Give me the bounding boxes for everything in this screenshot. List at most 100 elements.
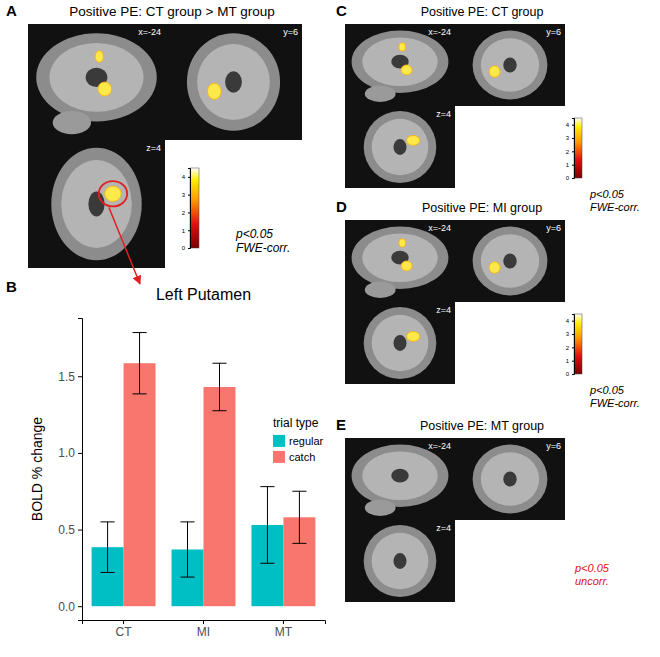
panel-title: Positive PE: MI group bbox=[422, 201, 542, 215]
colorbar-tick: 1 bbox=[182, 228, 190, 234]
white-matter bbox=[362, 233, 438, 282]
error-bar bbox=[212, 363, 226, 411]
view-label: z=4 bbox=[146, 143, 161, 153]
colorbar bbox=[574, 118, 582, 178]
error-bar bbox=[260, 487, 274, 564]
colorbar-tick: 3 bbox=[182, 192, 190, 198]
colorbar-tick-label: 1 bbox=[566, 162, 570, 168]
view-label: z=4 bbox=[436, 305, 451, 315]
activation-blob bbox=[407, 332, 420, 342]
brain-view: z=4 bbox=[28, 140, 165, 268]
threshold-text: p<0.05 bbox=[235, 227, 273, 241]
colorbar-tick-mark bbox=[572, 361, 574, 362]
brain-view: y=6 bbox=[455, 220, 565, 302]
series bbox=[92, 487, 284, 607]
bar bbox=[204, 387, 236, 606]
colorbar-tick-label: 3 bbox=[566, 331, 570, 337]
x-tick-mark bbox=[123, 620, 124, 624]
legend-swatch bbox=[273, 451, 285, 463]
panel-label: E bbox=[336, 416, 346, 433]
bar bbox=[124, 363, 156, 606]
ventricle bbox=[393, 335, 406, 351]
colorbar-tick: 4 bbox=[182, 174, 190, 180]
legend: trial typeregularcatch bbox=[273, 416, 324, 463]
pointer-arrow bbox=[109, 207, 140, 284]
colorbar-tick-mark bbox=[572, 151, 574, 152]
colorbar-tick-label: 4 bbox=[566, 122, 570, 128]
colorbar-tick-label: 4 bbox=[182, 174, 186, 180]
colorbar-tick-mark bbox=[188, 230, 190, 231]
colorbar-tick-mark bbox=[188, 177, 190, 178]
threshold-text: p<0.05 bbox=[589, 188, 625, 200]
white-matter bbox=[61, 160, 132, 248]
white-matter bbox=[481, 38, 539, 92]
activation-blob bbox=[98, 82, 112, 96]
view-label: y=6 bbox=[546, 223, 561, 233]
y-tick-label: 0.5 bbox=[58, 523, 75, 537]
image-background bbox=[455, 438, 565, 520]
error-bar-cap bbox=[292, 491, 306, 492]
brain-panel: CPositive PE: CT groupx=-24y=6z=401234p<… bbox=[336, 2, 640, 213]
error-bar-stem bbox=[139, 333, 140, 394]
image-background bbox=[345, 24, 455, 106]
colorbar-tick: 1 bbox=[566, 162, 574, 168]
x-tick-label: MI bbox=[197, 625, 210, 639]
x-tick: MT bbox=[275, 620, 293, 639]
image-background bbox=[455, 220, 565, 302]
significance-label: p<0.05FWE-corr. bbox=[589, 188, 640, 213]
chart-title: Left Putamen bbox=[156, 286, 251, 303]
error-bar-cap bbox=[101, 521, 115, 522]
brain-outline bbox=[364, 111, 437, 183]
view-label: z=4 bbox=[436, 523, 451, 533]
y-axis: 0.0 0.5 1.0 1.5 bbox=[58, 319, 82, 621]
colorbar-tick: 4 bbox=[566, 122, 574, 128]
error-bar-cap bbox=[260, 486, 274, 487]
y-axis-title: BOLD % change bbox=[29, 417, 45, 521]
colorbar-axis-line bbox=[188, 169, 191, 249]
plot-area bbox=[92, 333, 316, 607]
white-matter bbox=[362, 37, 438, 86]
brain-outline bbox=[473, 31, 548, 100]
colorbar-tick-label: 0 bbox=[566, 175, 570, 181]
colorbar-tick: 0 bbox=[566, 371, 574, 377]
colorbar-tick-label: 1 bbox=[182, 228, 186, 234]
y-tick: 1.0 bbox=[58, 446, 82, 460]
activation-blob bbox=[399, 239, 406, 247]
view-label: y=6 bbox=[546, 441, 561, 451]
colorbar-tick: 3 bbox=[566, 331, 574, 337]
colorbar bbox=[574, 314, 582, 374]
x-tick: MI bbox=[197, 620, 210, 639]
panel-title: Positive PE: CT group bbox=[421, 5, 544, 19]
x-tick-mark bbox=[203, 620, 204, 624]
correction-text: FWE-corr. bbox=[590, 397, 640, 409]
colorbar-tick: 2 bbox=[182, 210, 190, 216]
colorbar-tick: 1 bbox=[566, 358, 574, 364]
error-bar bbox=[133, 333, 147, 394]
colorbar-tick-mark bbox=[572, 138, 574, 139]
colorbar-tick-mark bbox=[572, 374, 574, 375]
white-matter bbox=[49, 43, 143, 112]
y-tick: 1.5 bbox=[58, 370, 82, 384]
error-bar-cap bbox=[212, 363, 226, 364]
brain-view: z=4 bbox=[345, 302, 455, 384]
y-tick: 0.0 bbox=[58, 600, 82, 614]
view-label: x=-24 bbox=[428, 223, 451, 233]
panel-title: Positive PE: CT group > MT group bbox=[69, 4, 274, 19]
colorbar-tick-mark bbox=[572, 178, 574, 179]
x-axis-line bbox=[83, 621, 326, 625]
legend-label: catch bbox=[289, 451, 315, 463]
y-tick-mark bbox=[78, 376, 82, 377]
brain-outline bbox=[473, 227, 548, 296]
panel-label: D bbox=[336, 198, 347, 215]
colorbar-tick-label: 3 bbox=[182, 192, 186, 198]
activation-blob bbox=[489, 66, 500, 77]
ventricle bbox=[503, 57, 516, 72]
correction-text: uncorr. bbox=[575, 575, 609, 587]
legend-title: trial type bbox=[273, 416, 319, 430]
ventricle bbox=[391, 469, 408, 483]
colorbar-axis: 01234 bbox=[182, 169, 191, 252]
colorbar-tick-mark bbox=[572, 125, 574, 126]
colorbar-tick-label: 2 bbox=[182, 210, 186, 216]
threshold-text: p<0.05 bbox=[589, 384, 625, 396]
colorbar-tick-mark bbox=[572, 321, 574, 322]
